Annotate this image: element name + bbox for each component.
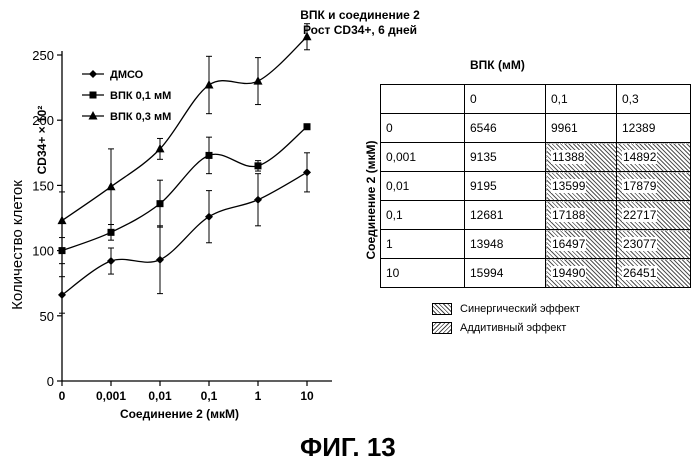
- data-point: [108, 229, 115, 236]
- table-cell-synergy: 11388: [546, 143, 617, 172]
- table-cell-synergy: 16497: [546, 230, 617, 259]
- table-cell: 13948: [465, 230, 546, 259]
- data-point: [303, 168, 311, 176]
- row-label: 0,01: [381, 172, 465, 201]
- x-tick-label: 1: [255, 389, 262, 403]
- table-cell: 12389: [617, 114, 691, 143]
- table-cell: 12681: [465, 201, 546, 230]
- table-cell-synergy: 19490: [546, 259, 617, 288]
- row-label: 0: [381, 114, 465, 143]
- series-line: [62, 172, 307, 295]
- column-header: 0,3: [617, 85, 691, 114]
- data-point: [58, 216, 67, 225]
- table-cell: 9195: [465, 172, 546, 201]
- data-point: [205, 80, 214, 89]
- legend-synergy: Синергический эффект: [432, 303, 580, 315]
- row-label: 0,1: [381, 201, 465, 230]
- table-cell: 6546: [465, 114, 546, 143]
- table-row: 0,0191951359917879: [381, 172, 691, 201]
- x-tick-label: 0,001: [96, 389, 126, 403]
- legend-marker: [90, 92, 97, 99]
- series-2: [59, 123, 311, 263]
- data-point: [255, 162, 262, 169]
- data-point: [303, 32, 312, 41]
- figure-caption: ФИГ. 13: [300, 432, 396, 463]
- table-row: 0,1126811718822717: [381, 201, 691, 230]
- table-row: 1139481649723077: [381, 230, 691, 259]
- data-table: 00,10,3065469961123890,00191351138814892…: [380, 84, 691, 288]
- data-point: [107, 257, 115, 265]
- table-header: ВПК (мМ): [470, 58, 525, 72]
- legend-label: ВПК 0,3 мМ: [110, 111, 171, 123]
- y-axis-label: Количество клеток: [9, 180, 26, 310]
- legend-item-2: ВПК 0,1 мМ: [82, 90, 171, 102]
- table-row: 0,00191351138814892: [381, 143, 691, 172]
- data-point: [254, 76, 263, 85]
- row-label: 0,001: [381, 143, 465, 172]
- synergy-label: Синергический эффект: [460, 303, 580, 315]
- legend-item-1: ДМСО: [82, 69, 144, 81]
- row-label: 10: [381, 259, 465, 288]
- column-header: 0: [465, 85, 546, 114]
- series-3: [58, 24, 312, 250]
- table-row: 10159941949026451: [381, 259, 691, 288]
- y-tick-label: 100: [32, 244, 54, 259]
- x-axis-label: Соединение 2 (мкМ): [120, 407, 239, 421]
- table-cell-synergy: 17879: [617, 172, 691, 201]
- y-tick-label: 150: [32, 178, 54, 193]
- table-header-row: 00,10,3: [381, 85, 691, 114]
- table-row-axis-label: Соединение 2 (мкМ): [364, 140, 378, 259]
- legend-additive: Аддитивный эффект: [432, 322, 566, 334]
- row-label: 1: [381, 230, 465, 259]
- data-point: [206, 152, 213, 159]
- column-header: [381, 85, 465, 114]
- table-cell-synergy: 13599: [546, 172, 617, 201]
- line-chart: 05010015020025000,0010,010,1110Соединени…: [0, 0, 370, 430]
- table-cell-synergy: 23077: [617, 230, 691, 259]
- x-tick-label: 0,01: [148, 389, 172, 403]
- table-cell: 9961: [546, 114, 617, 143]
- additive-swatch: [432, 322, 452, 334]
- legend-item-3: ВПК 0,3 мМ: [82, 111, 171, 123]
- y-tick-label: 250: [32, 48, 54, 63]
- table-row: 06546996112389: [381, 114, 691, 143]
- synergy-swatch: [432, 303, 452, 315]
- x-tick-label: 0,1: [201, 389, 218, 403]
- y-axis-units-label: CD34+ × 10²: [35, 106, 49, 175]
- legend-label: ВПК 0,1 мМ: [110, 90, 171, 102]
- series-line: [62, 127, 307, 251]
- legend-label: ДМСО: [110, 69, 144, 81]
- data-point: [254, 196, 262, 204]
- y-tick-label: 50: [40, 309, 54, 324]
- table-cell: 15994: [465, 259, 546, 288]
- data-point: [156, 256, 164, 264]
- column-header: 0,1: [546, 85, 617, 114]
- x-tick-label: 0: [59, 389, 66, 403]
- y-tick-label: 0: [47, 374, 54, 389]
- x-tick-label: 10: [300, 389, 314, 403]
- data-point: [304, 123, 311, 130]
- table-cell-synergy: 26451: [617, 259, 691, 288]
- legend-marker: [89, 111, 98, 120]
- data-point: [157, 200, 164, 207]
- data-point: [205, 213, 213, 221]
- table-cell-synergy: 14892: [617, 143, 691, 172]
- additive-label: Аддитивный эффект: [460, 322, 566, 334]
- table-cell: 9135: [465, 143, 546, 172]
- table-cell-synergy: 17188: [546, 201, 617, 230]
- legend-marker: [89, 70, 97, 78]
- data-point: [107, 182, 116, 191]
- table-cell-synergy: 22717: [617, 201, 691, 230]
